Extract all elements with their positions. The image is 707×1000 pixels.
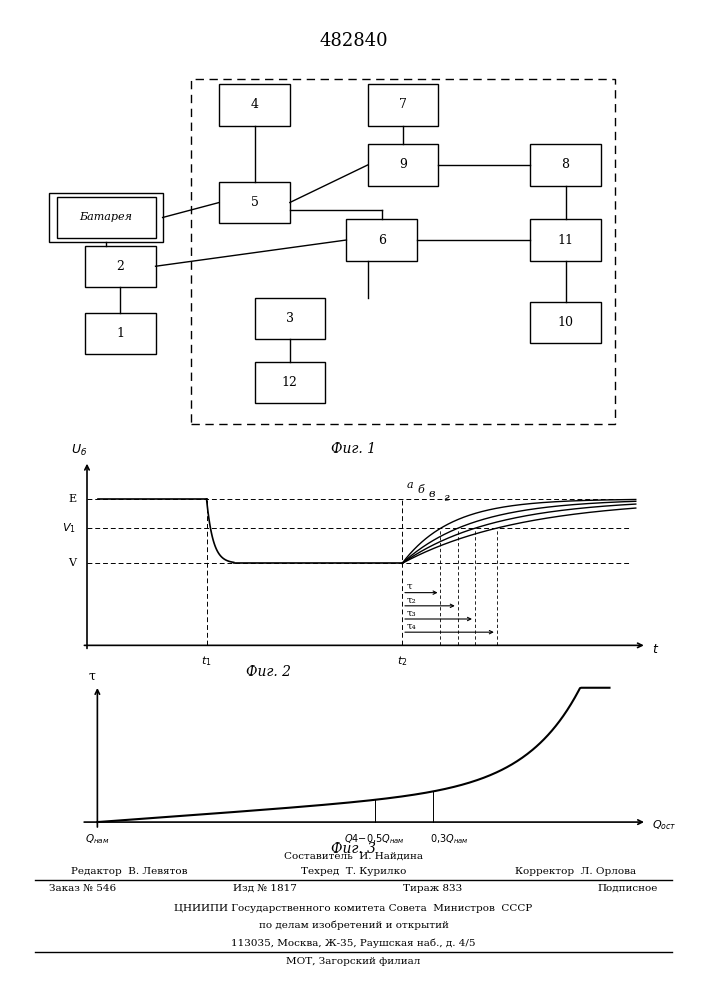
Text: в: в xyxy=(428,489,436,499)
Text: τ: τ xyxy=(88,670,95,683)
Text: 6: 6 xyxy=(378,233,386,246)
Bar xyxy=(49,193,163,242)
Text: Батарея: Батарея xyxy=(80,213,132,223)
Text: $Q_{нам}$: $Q_{нам}$ xyxy=(85,832,110,846)
Text: $Q4{-}0{,}5Q_{нам}$: $Q4{-}0{,}5Q_{нам}$ xyxy=(344,832,405,846)
Text: МОТ, Загорский филиал: МОТ, Загорский филиал xyxy=(286,957,421,966)
Text: 1: 1 xyxy=(116,327,124,340)
Text: $t_2$: $t_2$ xyxy=(397,654,407,668)
Text: 3: 3 xyxy=(286,312,294,325)
Text: г: г xyxy=(443,493,448,503)
Text: Изд № 1817: Изд № 1817 xyxy=(233,884,297,893)
Text: V: V xyxy=(68,558,76,568)
Text: б: б xyxy=(418,485,424,495)
Text: Корректор  Л. Орлова: Корректор Л. Орлова xyxy=(515,867,636,876)
Bar xyxy=(57,197,156,238)
Text: ЦНИИПИ Государственного комитета Совета  Министров  СССР: ЦНИИПИ Государственного комитета Совета … xyxy=(175,904,532,913)
Text: $V_1$: $V_1$ xyxy=(62,521,76,535)
Text: $t_1$: $t_1$ xyxy=(201,654,212,668)
Bar xyxy=(346,219,417,261)
Bar xyxy=(191,79,615,424)
Text: τ₃: τ₃ xyxy=(407,608,416,617)
Text: Составитель  И. Найдина: Составитель И. Найдина xyxy=(284,852,423,861)
Text: Фиг. 1: Фиг. 1 xyxy=(331,442,376,456)
Text: Заказ № 546: Заказ № 546 xyxy=(49,884,117,893)
Text: Техред  Т. Курилко: Техред Т. Курилко xyxy=(300,867,407,876)
Bar xyxy=(219,182,290,223)
Bar xyxy=(255,298,325,339)
Text: 8: 8 xyxy=(561,158,570,172)
Text: Фиг. 3: Фиг. 3 xyxy=(331,842,376,856)
Bar xyxy=(85,246,156,287)
Text: Тираж 833: Тираж 833 xyxy=(403,884,462,893)
Bar xyxy=(368,144,438,186)
Bar xyxy=(85,313,156,354)
Text: 482840: 482840 xyxy=(319,32,388,50)
Text: $U_б$: $U_б$ xyxy=(71,443,87,458)
Text: 11: 11 xyxy=(558,233,573,246)
Text: 5: 5 xyxy=(250,196,259,209)
Bar xyxy=(530,144,601,186)
Bar xyxy=(368,84,438,126)
Bar xyxy=(219,84,290,126)
Text: 113035, Москва, Ж-35, Раушская наб., д. 4/5: 113035, Москва, Ж-35, Раушская наб., д. … xyxy=(231,938,476,948)
Text: $0{,}3Q_{нам}$: $0{,}3Q_{нам}$ xyxy=(430,832,469,846)
Text: Редактор  В. Левятов: Редактор В. Левятов xyxy=(71,867,187,876)
Text: τ₄: τ₄ xyxy=(407,622,416,631)
Text: Подписное: Подписное xyxy=(597,884,658,893)
Text: E: E xyxy=(68,494,76,504)
Bar xyxy=(255,362,325,403)
Bar xyxy=(530,302,601,343)
Text: Фиг. 2: Фиг. 2 xyxy=(246,665,291,679)
Text: по делам изобретений и открытий: по делам изобретений и открытий xyxy=(259,921,448,930)
Text: 4: 4 xyxy=(250,99,259,111)
Bar xyxy=(530,219,601,261)
Text: τ₂: τ₂ xyxy=(407,595,416,604)
Text: 7: 7 xyxy=(399,99,407,111)
Text: $t$: $t$ xyxy=(652,643,660,656)
Text: 2: 2 xyxy=(116,260,124,273)
Text: 9: 9 xyxy=(399,158,407,172)
Text: 10: 10 xyxy=(558,316,573,329)
Text: а: а xyxy=(407,480,414,490)
Text: $Q_{ост}$: $Q_{ост}$ xyxy=(652,818,677,832)
Text: τ: τ xyxy=(407,582,412,591)
Text: 12: 12 xyxy=(282,376,298,389)
